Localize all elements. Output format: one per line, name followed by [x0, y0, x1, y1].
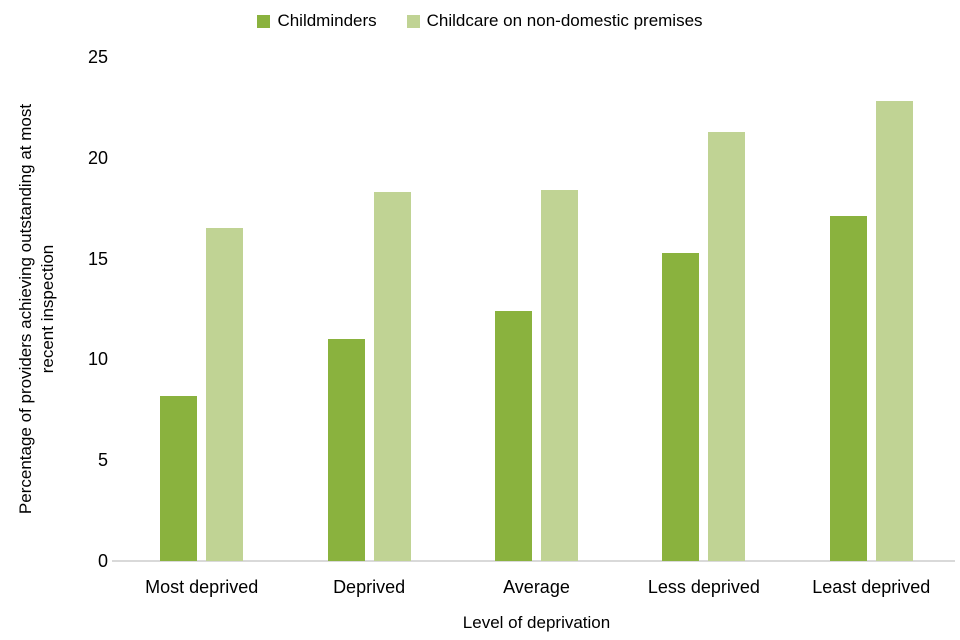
bar-group: [788, 57, 955, 561]
y-tick-label: 15: [87, 248, 108, 269]
bar: [662, 252, 700, 561]
legend-item-childminders: Childminders: [257, 11, 377, 31]
plot-area: [112, 57, 955, 562]
bar-group: [620, 57, 787, 561]
bar: [373, 192, 411, 561]
y-tick-label: 5: [97, 450, 108, 471]
y-axis-title: Percentage of providers achieving outsta…: [15, 84, 59, 534]
x-axis-category-label: Less deprived: [647, 577, 760, 597]
y-tick-label: 20: [87, 147, 108, 168]
y-tick-label: 0: [97, 551, 108, 571]
legend: Childminders Childcare on non-domestic p…: [0, 11, 960, 31]
x-axis-line: [112, 560, 955, 562]
x-axis-category-label: Least deprived: [812, 577, 931, 597]
x-axis-category-label: Average: [503, 577, 570, 597]
legend-label-childminders: Childminders: [277, 11, 377, 30]
bar: [829, 216, 867, 561]
legend-item-childcare-non-domestic: Childcare on non-domestic premises: [406, 11, 703, 31]
bar-group: [453, 57, 620, 561]
bar: [494, 311, 532, 561]
bar: [327, 339, 365, 561]
y-axis-title-line-2: recent inspection: [38, 244, 57, 374]
x-axis-category-label: Most deprived: [145, 577, 259, 597]
bar: [206, 228, 244, 561]
x-axis-category-labels: Most deprived Deprived Average Less deprive…: [118, 575, 955, 599]
legend-label-childcare-non-domestic: Childcare on non-domestic premises: [426, 11, 703, 30]
x-axis-title: Level of deprivation: [462, 613, 611, 632]
bar-group: [285, 57, 452, 561]
bar: [875, 101, 913, 561]
x-axis-category-label: Deprived: [333, 577, 406, 597]
y-tick-label: 10: [87, 349, 108, 370]
y-axis-title-line-1: Percentage of providers achieving outsta…: [16, 103, 35, 515]
bar: [540, 190, 578, 561]
legend-swatch-childminders: [257, 14, 271, 28]
bar: [708, 131, 746, 561]
y-tick-label: 25: [87, 47, 108, 67]
legend-swatch-childcare-non-domestic: [406, 14, 420, 28]
bar-group: [118, 57, 285, 561]
bar: [160, 395, 198, 561]
